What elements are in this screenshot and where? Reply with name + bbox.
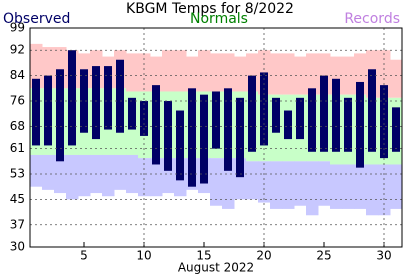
record-high-band xyxy=(174,50,187,92)
record-high-band xyxy=(390,59,403,98)
observed-bar xyxy=(32,78,40,146)
observed-bar xyxy=(332,78,340,152)
x-tick-label: 15 xyxy=(196,249,211,263)
observed-bar xyxy=(368,69,376,152)
observed-bar xyxy=(116,59,124,133)
observed-bar xyxy=(176,110,184,181)
x-axis-label: August 2022 xyxy=(178,261,254,275)
record-low-band xyxy=(318,161,331,206)
y-tick-label: 37 xyxy=(10,217,25,231)
observed-bar xyxy=(224,88,232,171)
x-tick-label: 10 xyxy=(136,249,151,263)
y-tick-label: 84 xyxy=(10,68,25,82)
record-high-band xyxy=(186,56,199,92)
observed-bar xyxy=(392,107,400,152)
record-high-band xyxy=(222,53,235,92)
observed-bar xyxy=(344,97,352,152)
record-high-band xyxy=(138,53,151,92)
x-tick-label: 25 xyxy=(316,249,331,263)
record-low-band xyxy=(30,154,43,187)
observed-bar xyxy=(80,69,88,133)
observed-bar xyxy=(44,75,52,146)
observed-bar xyxy=(320,75,328,152)
record-low-band xyxy=(66,154,79,200)
record-high-band xyxy=(162,50,175,92)
x-tick-label: 5 xyxy=(80,249,88,263)
record-high-band xyxy=(306,53,319,95)
observed-bar xyxy=(248,75,256,152)
record-high-band xyxy=(270,53,283,95)
record-high-band xyxy=(126,53,139,92)
record-high-band xyxy=(210,53,223,92)
observed-bar xyxy=(152,85,160,165)
observed-bar xyxy=(272,97,280,133)
y-tick-label: 68 xyxy=(10,119,25,133)
observed-bar xyxy=(284,110,292,140)
record-low-band xyxy=(78,154,91,197)
x-tick-label: 20 xyxy=(256,249,271,263)
observed-bar xyxy=(200,94,208,184)
chart-title: KBGM Temps for 8/2022 xyxy=(126,1,294,17)
observed-bar xyxy=(296,97,304,140)
y-tick-label: 53 xyxy=(10,167,25,181)
record-high-band xyxy=(30,43,43,89)
observed-bar xyxy=(356,81,364,168)
x-tick-label: 30 xyxy=(376,249,391,263)
plot-frame xyxy=(29,27,403,248)
legend-label: Normals xyxy=(190,11,248,27)
observed-bar xyxy=(104,66,112,130)
record-low-band xyxy=(342,164,355,209)
y-tick-label: 92 xyxy=(10,43,25,57)
record-low-band xyxy=(282,161,295,209)
observed-bar xyxy=(212,91,220,149)
record-low-band xyxy=(138,158,151,197)
record-low-band xyxy=(330,164,343,209)
y-tick-label: 30 xyxy=(10,240,25,254)
y-tick-label: 99 xyxy=(10,21,25,35)
observed-bar xyxy=(188,88,196,187)
record-low-band xyxy=(210,158,223,206)
record-low-band xyxy=(114,154,127,190)
record-high-band xyxy=(150,56,163,92)
y-tick-label: 76 xyxy=(10,94,25,108)
observed-bar xyxy=(236,97,244,178)
record-low-band xyxy=(306,161,319,216)
legend-label: Observed xyxy=(3,11,70,27)
record-low-band xyxy=(354,164,367,209)
observed-bar xyxy=(92,66,100,140)
record-low-band xyxy=(366,164,379,216)
record-low-band xyxy=(150,158,163,197)
record-high-band xyxy=(342,56,355,95)
record-high-band xyxy=(198,50,211,92)
record-low-band xyxy=(126,154,139,194)
observed-bar xyxy=(128,97,136,130)
record-low-band xyxy=(270,161,283,209)
y-tick-label: 45 xyxy=(10,192,25,206)
record-high-band xyxy=(234,56,247,92)
record-low-band xyxy=(294,161,307,206)
record-low-band xyxy=(246,161,259,200)
observed-bar xyxy=(308,88,316,152)
record-low-band xyxy=(102,154,115,197)
record-low-band xyxy=(42,154,55,190)
observed-bar xyxy=(380,85,388,159)
observed-bar xyxy=(68,50,76,146)
y-tick-label: 61 xyxy=(10,141,25,155)
record-high-band xyxy=(282,53,295,95)
record-low-band xyxy=(258,161,271,203)
legend-label: Records xyxy=(344,11,400,27)
observed-bar xyxy=(164,101,172,171)
observed-bar xyxy=(56,69,64,162)
record-low-band xyxy=(390,164,403,209)
